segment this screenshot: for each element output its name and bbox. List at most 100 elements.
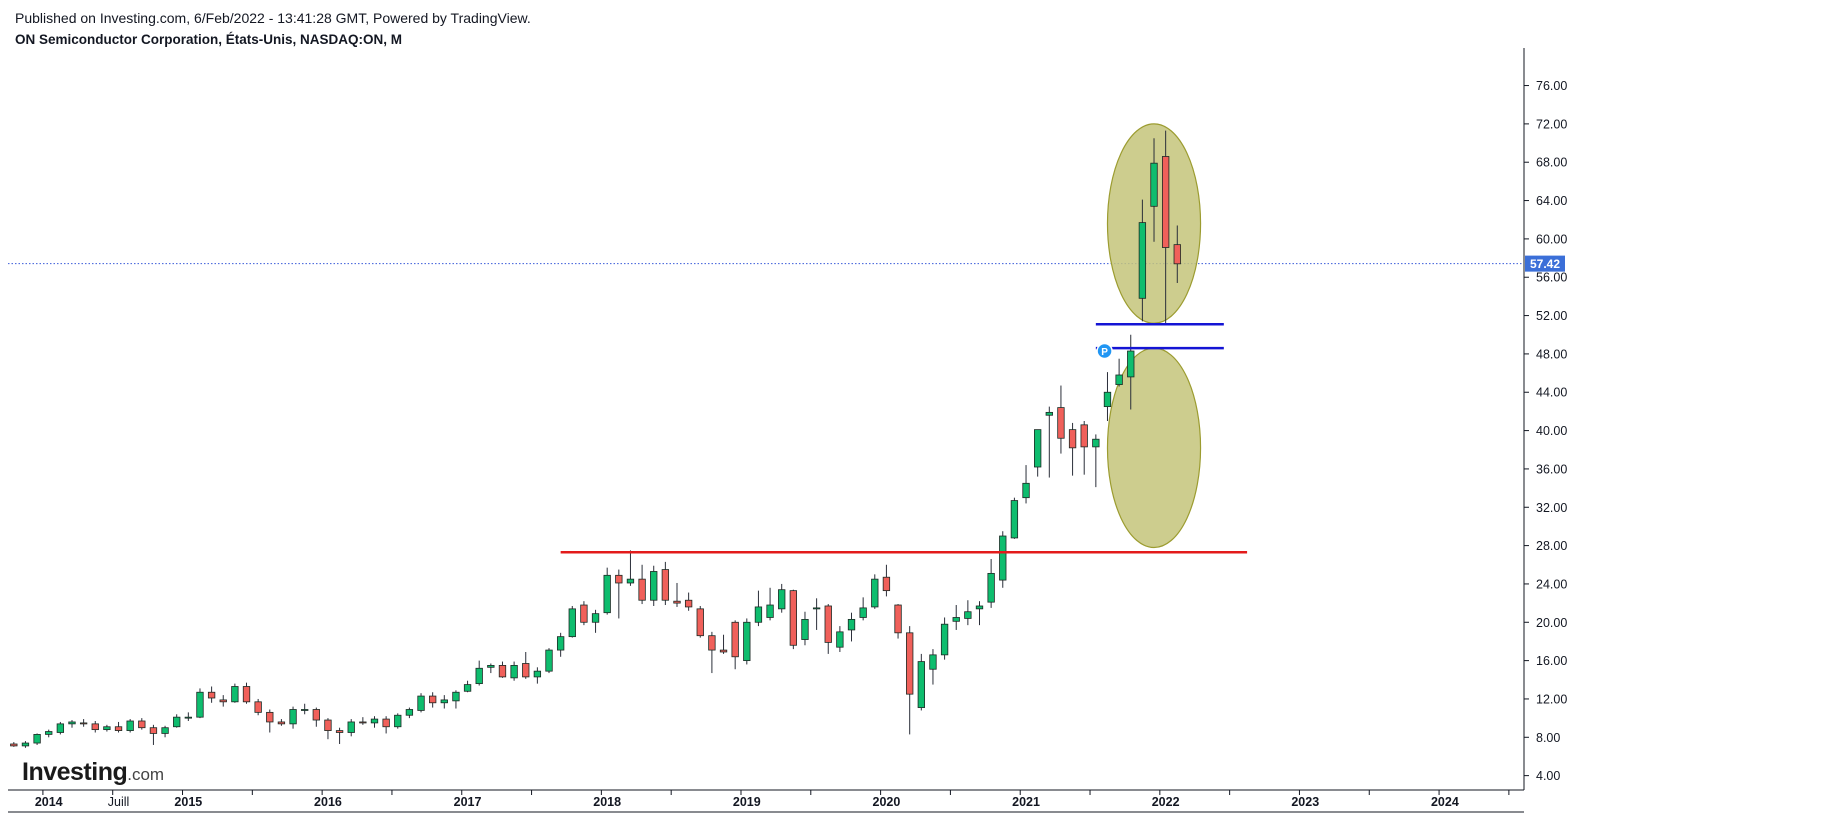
candle-body	[196, 691, 204, 718]
candle-body	[836, 631, 844, 648]
event-marker	[1096, 342, 1113, 360]
candle-body	[650, 571, 658, 601]
candle-body	[149, 727, 158, 734]
candle-body	[859, 607, 867, 618]
y-tick-label: 20.00	[1536, 616, 1567, 630]
candle-body	[545, 649, 553, 672]
candle-body	[778, 589, 786, 610]
candle-body	[882, 576, 891, 592]
candle-body	[894, 604, 902, 634]
candle-body	[847, 618, 856, 631]
x-tick-label: 2015	[174, 795, 202, 809]
candle-body	[79, 722, 88, 725]
candle-body	[394, 714, 402, 728]
candle-body	[812, 607, 821, 610]
y-tick-label: 16.00	[1536, 654, 1567, 668]
candle-body	[1138, 222, 1147, 299]
candle-body	[266, 711, 274, 723]
logo-sub-text: .com	[127, 765, 165, 784]
candle-body	[103, 726, 111, 731]
investing-logo: Investing.com	[22, 758, 164, 787]
candle-body	[301, 709, 309, 711]
candle-body	[510, 665, 518, 679]
axes-layer: 4.00 8.00 12.00 16.00 20.00 24.00 28.00 32.00 36…	[8, 48, 1567, 813]
candle-body	[91, 723, 99, 731]
y-tick-label: 40.00	[1536, 424, 1567, 438]
candle-body	[405, 709, 414, 716]
candles-layer	[10, 130, 1181, 748]
annotation-lines: P	[560, 322, 1248, 554]
x-tick-label: 2024	[1431, 795, 1459, 809]
last-price-badge	[1525, 255, 1565, 272]
y-tick-label: 36.00	[1536, 462, 1567, 476]
candle-body	[1045, 411, 1053, 416]
x-tick-label: 2021	[1012, 795, 1040, 809]
candle-body	[324, 719, 332, 731]
candle-body	[824, 605, 832, 643]
candle-body	[254, 701, 262, 713]
x-tick-label: 2023	[1291, 795, 1319, 809]
candle-body	[1034, 429, 1042, 468]
y-tick-label: 4.00	[1536, 769, 1560, 783]
candle-body	[184, 716, 192, 719]
candle-body	[161, 727, 169, 734]
y-tick-label: 8.00	[1536, 731, 1560, 745]
y-tick-label: 28.00	[1536, 539, 1567, 553]
candle-body	[68, 721, 76, 725]
candle-body	[731, 621, 739, 658]
candle-body	[56, 723, 65, 733]
candle-body	[917, 661, 925, 708]
candle-body	[661, 569, 670, 601]
candle-body	[45, 731, 53, 735]
candle-body	[568, 608, 576, 638]
candle-body	[126, 720, 134, 731]
candle-body	[696, 608, 704, 637]
candle-body	[929, 654, 937, 670]
candle-body	[615, 574, 623, 584]
candle-body	[754, 606, 763, 623]
candle-body	[1022, 482, 1030, 499]
candle-body	[975, 605, 984, 610]
published-caption: Published on Investing.com, 6/Feb/2022 -…	[15, 10, 531, 26]
candle-body	[719, 649, 728, 653]
candle-body	[10, 743, 18, 747]
candle-body	[708, 635, 716, 651]
candle-body	[347, 721, 355, 733]
candle-body	[766, 604, 774, 618]
event-marker-label: P	[1101, 347, 1108, 358]
candle-body	[138, 720, 146, 729]
candle-body	[522, 663, 530, 678]
candle-body	[684, 599, 693, 608]
last-price-label: 57.42	[1530, 257, 1560, 271]
candle-body	[556, 636, 565, 651]
candle-body	[638, 578, 646, 601]
candle-body	[1115, 374, 1123, 385]
candle-body	[173, 716, 181, 728]
candle-body	[440, 699, 448, 704]
candle-body	[906, 632, 914, 695]
y-tick-label: 64.00	[1536, 194, 1567, 208]
candle-body	[626, 578, 635, 584]
candle-body	[603, 574, 611, 614]
candle-body	[964, 611, 972, 619]
candle-body	[359, 721, 367, 724]
candle-body	[673, 600, 681, 604]
candle-body	[1103, 391, 1112, 408]
x-tick-label: 2016	[314, 795, 342, 809]
candle-body	[940, 623, 949, 656]
candle-body	[743, 621, 751, 662]
x-tick-label: 2020	[873, 795, 901, 809]
x-tick-label: 2014	[35, 795, 63, 809]
y-tick-label: 56.00	[1536, 271, 1567, 285]
candle-body	[463, 684, 472, 692]
x-tick-label: 2017	[454, 795, 482, 809]
symbol-title: ON Semiconductor Corporation, États-Unis…	[15, 32, 403, 47]
y-tick-label: 48.00	[1536, 347, 1567, 361]
logo-main-text: Investing	[22, 758, 128, 786]
candle-body	[533, 670, 542, 678]
candle-body	[591, 613, 600, 623]
x-tick-label: Juill	[108, 795, 130, 809]
y-tick-label: 60.00	[1536, 232, 1567, 246]
candle-body	[33, 734, 41, 744]
